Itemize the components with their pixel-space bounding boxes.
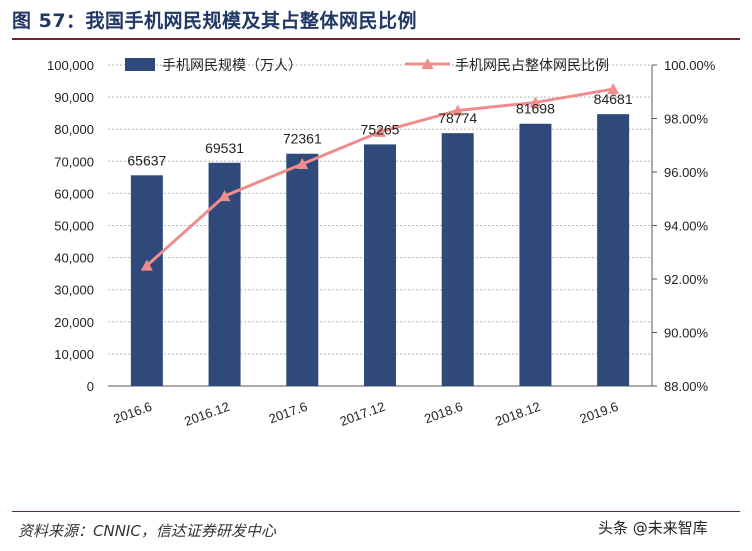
line-marker xyxy=(529,96,542,108)
bar-data-label: 72361 xyxy=(283,131,322,147)
bar xyxy=(286,153,319,386)
title-rule xyxy=(12,38,740,40)
y-left-tick-label: 20,000 xyxy=(54,315,94,330)
bar xyxy=(519,123,552,386)
bar-data-label: 81698 xyxy=(516,101,555,117)
y-right-tick-label: 98.00% xyxy=(664,112,709,127)
x-tick-label: 2019.6 xyxy=(578,399,620,427)
bar xyxy=(130,175,163,386)
y-left-tick-label: 100,000 xyxy=(47,58,94,73)
source-note: 资料来源：CNNIC，信达证券研发中心 xyxy=(18,522,276,540)
watermark: 头条 @未来智库 xyxy=(598,519,708,537)
y-right-tick-label: 100.00% xyxy=(664,58,716,73)
y-left-tick-label: 30,000 xyxy=(54,283,94,298)
line-marker xyxy=(218,190,231,202)
legend-line-label: 手机网民占整体网民比例 xyxy=(455,58,609,74)
y-left-tick-label: 60,000 xyxy=(54,186,94,201)
line-marker xyxy=(140,259,153,271)
bar xyxy=(441,133,474,386)
y-right-tick-label: 88.00% xyxy=(664,379,709,394)
y-right-tick-label: 90.00% xyxy=(664,326,709,341)
y-left-tick-label: 90,000 xyxy=(54,90,94,105)
figure-title: 图 57：我国手机网民规模及其占整体网民比例 xyxy=(12,10,418,32)
x-tick-label: 2017.12 xyxy=(338,399,387,429)
y-right-tick-label: 94.00% xyxy=(664,219,709,234)
bar-data-label: 69531 xyxy=(205,140,244,156)
y-right-tick-label: 92.00% xyxy=(664,272,709,287)
line-marker xyxy=(451,104,464,116)
x-tick-label: 2016.6 xyxy=(111,399,153,427)
x-tick-label: 2018.6 xyxy=(422,399,464,427)
line-marker xyxy=(607,83,620,95)
x-tick-label: 2018.12 xyxy=(493,399,542,429)
legend-bar-label: 手机网民规模（万人） xyxy=(162,58,302,74)
line-marker xyxy=(374,125,386,137)
y-left-tick-label: 0 xyxy=(87,379,94,394)
bar-data-label: 78774 xyxy=(438,110,477,126)
legend-bar-swatch xyxy=(125,58,155,71)
y-left-tick-label: 10,000 xyxy=(54,347,94,362)
legend-line-marker xyxy=(421,58,434,69)
bar xyxy=(597,114,630,387)
y-left-tick-label: 40,000 xyxy=(54,251,94,266)
bar-data-label: 75265 xyxy=(361,121,400,137)
bar-data-label: 65637 xyxy=(127,152,166,168)
x-tick-label: 2016.12 xyxy=(182,399,231,429)
bar xyxy=(364,144,396,386)
line-marker xyxy=(296,157,309,169)
y-left-tick-label: 70,000 xyxy=(54,154,94,169)
y-left-tick-label: 50,000 xyxy=(54,219,94,234)
bar-data-label: 84681 xyxy=(594,91,633,107)
x-tick-label: 2017.6 xyxy=(267,399,309,427)
y-right-tick-label: 96.00% xyxy=(664,165,709,180)
y-left-tick-label: 80,000 xyxy=(54,122,94,137)
bottom-rule xyxy=(12,511,740,512)
